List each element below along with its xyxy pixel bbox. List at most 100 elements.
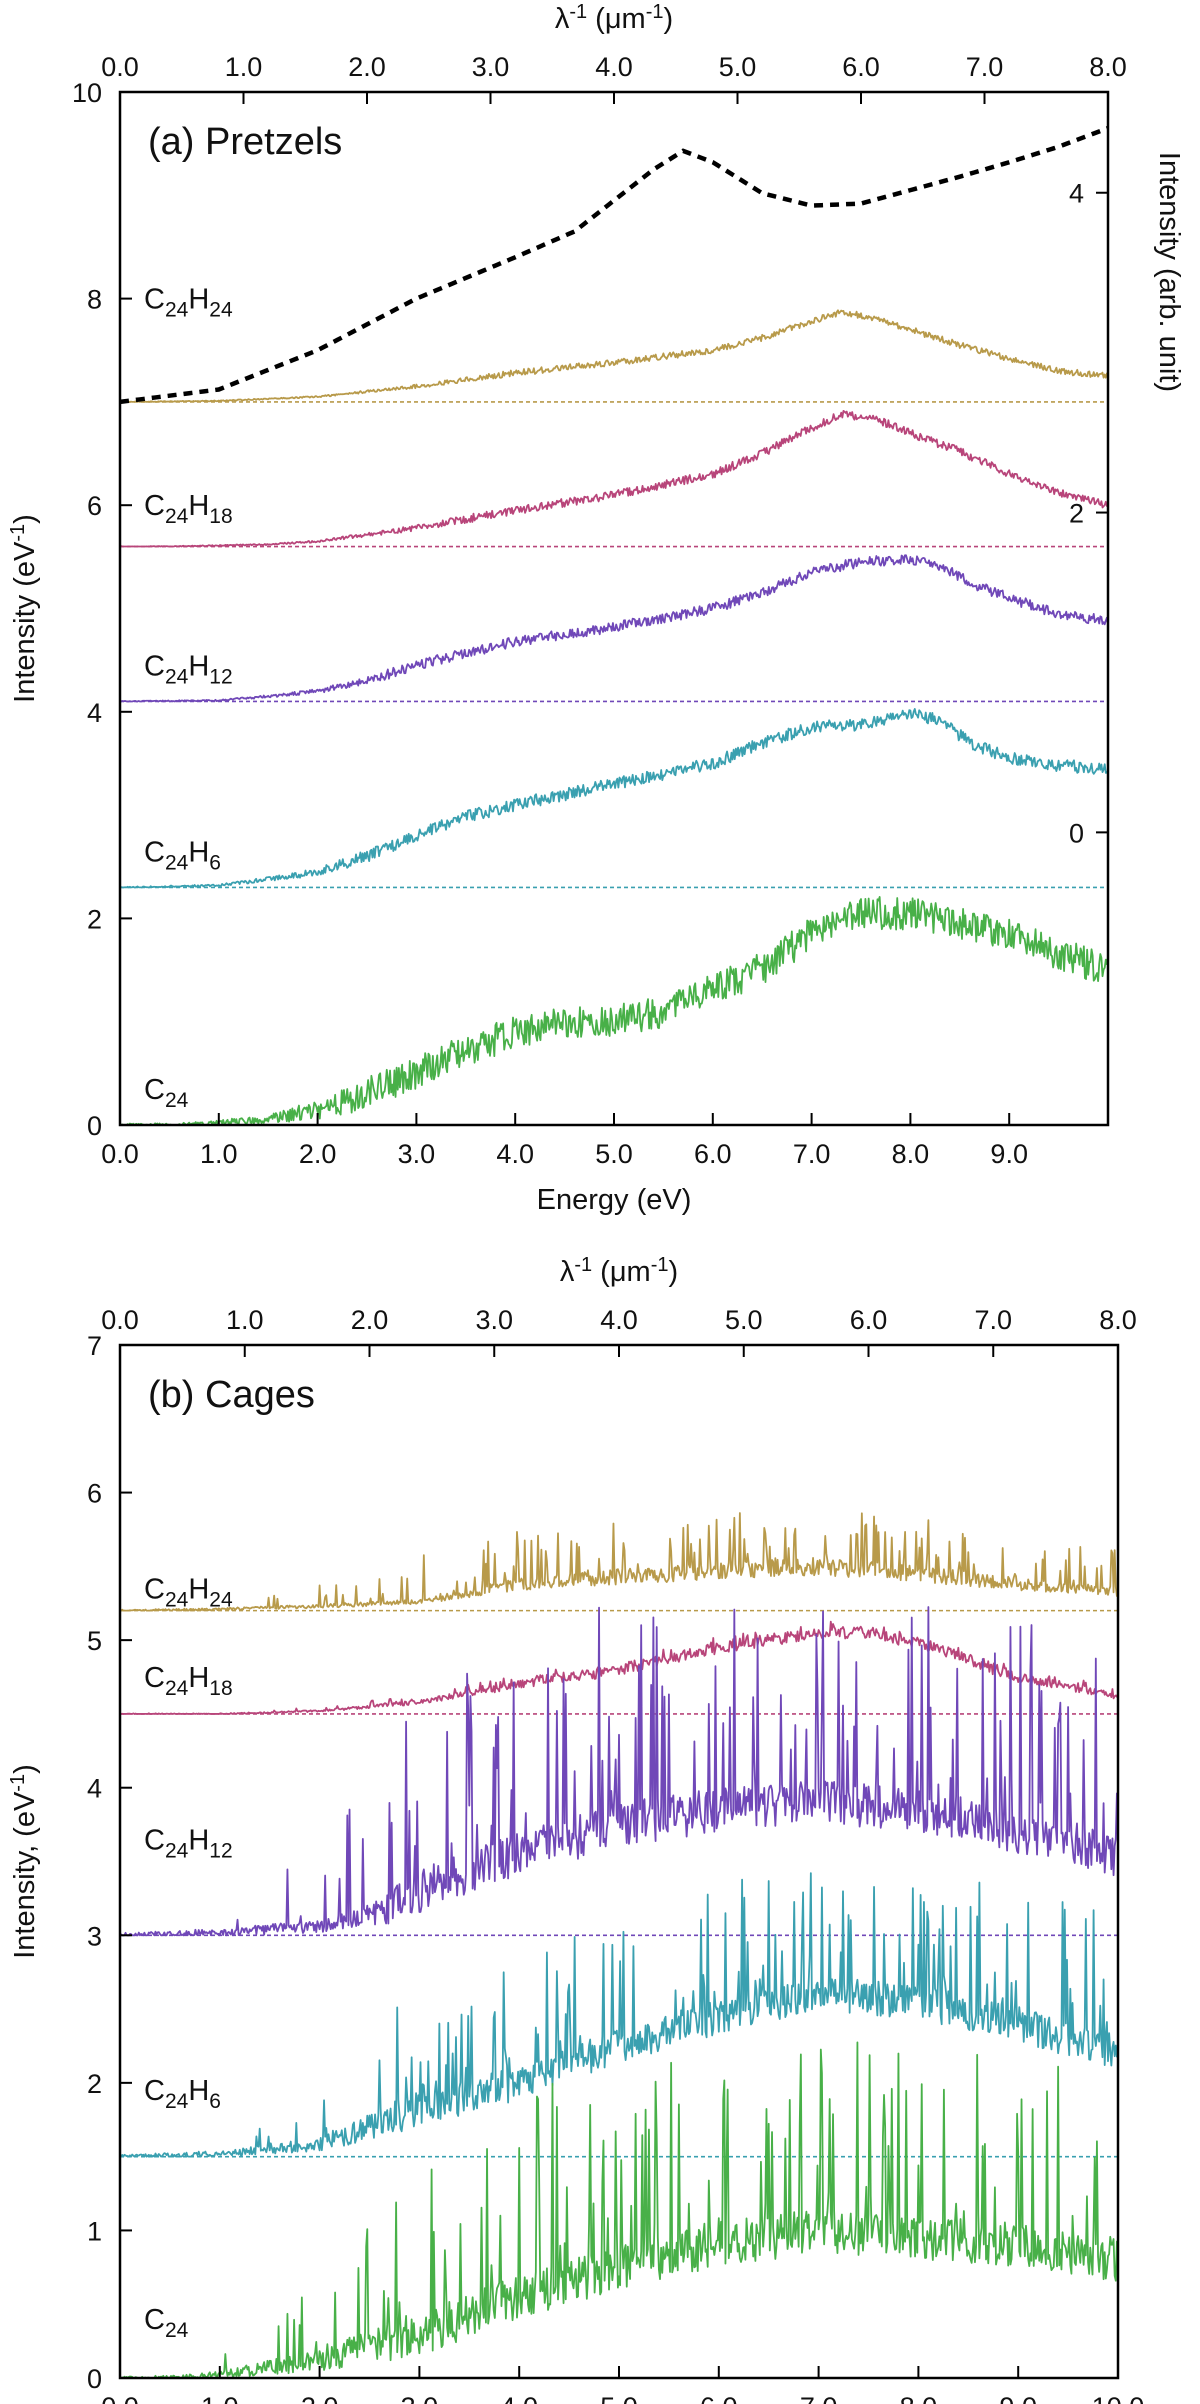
dashed-extinction-curve [119, 126, 1109, 405]
species-label-C24H24: C24H24 [144, 284, 233, 322]
species-label-C24: C24 [144, 2304, 189, 2342]
top-tick-label: 4.0 [600, 1305, 638, 1335]
panel-title: (a) Pretzels [148, 121, 342, 163]
top-tick-label: 0.0 [101, 1305, 139, 1335]
panel-title: (b) Cages [148, 1374, 315, 1416]
species-label-C24H24: C24H24 [144, 1573, 233, 1611]
x-tick-label: 5.0 [595, 1139, 633, 1169]
species-label-C24H6: C24H6 [144, 836, 221, 874]
top-tick-label: 8.0 [1089, 52, 1127, 82]
x-tick-label: 9.0 [999, 2392, 1037, 2404]
y-tick-label: 5 [87, 1626, 102, 1656]
y-tick-label: 4 [87, 698, 102, 728]
plot-area [119, 126, 1109, 1126]
top-axis: 0.0 1.0 2.0 3.0 4.0 5.0 6.0 7.0 8.0 [101, 52, 1127, 104]
y-tick-label: 4 [87, 1774, 102, 1804]
top-tick-label: 4.0 [595, 52, 633, 82]
y-tick-label: 0 [87, 2364, 102, 2394]
y-axis: 0 2 4 6 8 10 [72, 78, 132, 1141]
x-tick-label: 0.0 [101, 1139, 139, 1169]
species-label-C24H18: C24H18 [144, 490, 233, 528]
series-line-C24H12 [119, 554, 1109, 703]
series-line-C24 [119, 896, 1109, 1126]
right-tick-label: 2 [1069, 499, 1084, 529]
x-tick-label: 8.0 [892, 1139, 930, 1169]
x-tick-label: 4.0 [500, 2392, 538, 2404]
y-axis-title: Intensity (eV-1) [7, 514, 41, 703]
right-tick-label: 4 [1069, 179, 1084, 209]
top-tick-label: 5.0 [725, 1305, 763, 1335]
species-label-C24: C24 [144, 1074, 189, 1112]
x-tick-label: 7.0 [793, 1139, 831, 1169]
right-tick-label: 0 [1069, 818, 1084, 848]
series-line-C24H18 [119, 410, 1109, 548]
x-tick-label: 3.0 [401, 2392, 439, 2404]
x-tick-label: 2.0 [299, 1139, 337, 1169]
series-line-C24H6 [119, 708, 1109, 889]
x-tick-label: 9.0 [990, 1139, 1028, 1169]
x-tick-label: 0.0 [101, 2392, 139, 2404]
panel-a: 0.0 1.0 2.0 3.0 4.0 5.0 6.0 7.0 8.0 9.0 0.0 1.0 2.0 3… [7, 1, 1185, 1216]
y-tick-label: 1 [87, 2216, 102, 2246]
top-tick-label: 6.0 [842, 52, 880, 82]
y-tick-label: 2 [87, 904, 102, 934]
top-tick-label: 2.0 [351, 1305, 389, 1335]
top-tick-label: 1.0 [226, 1305, 264, 1335]
top-tick-label: 6.0 [850, 1305, 888, 1335]
series-line-C24H6 [120, 1872, 1119, 2158]
species-label-C24H18: C24H18 [144, 1662, 233, 1700]
y-tick-label: 0 [87, 1111, 102, 1141]
x-tick-label: 6.0 [694, 1139, 732, 1169]
y-tick-label: 8 [87, 285, 102, 315]
top-tick-label: 8.0 [1099, 1305, 1137, 1335]
x-tick-label: 6.0 [700, 2392, 738, 2404]
series-line-C24H24 [120, 1512, 1119, 1612]
top-axis: 0.0 1.0 2.0 3.0 4.0 5.0 6.0 7.0 8.0 [101, 1305, 1137, 1357]
top-tick-label: 5.0 [719, 52, 757, 82]
top-tick-label: 7.0 [974, 1305, 1012, 1335]
y-tick-label: 3 [87, 1921, 102, 1951]
top-axis-title: λ-1 (μm-1) [560, 1254, 678, 1288]
y-axis: 0 1 2 3 4 5 6 7 [87, 1331, 132, 2394]
series-line-C24H24 [120, 309, 1109, 403]
y-tick-label: 7 [87, 1331, 102, 1361]
top-tick-label: 7.0 [966, 52, 1004, 82]
top-tick-label: 1.0 [225, 52, 263, 82]
x-tick-label: 2.0 [301, 2392, 339, 2404]
series-line-C24 [120, 2041, 1119, 2379]
x-tick-label: 3.0 [398, 1139, 436, 1169]
series-line-C24H18 [120, 1620, 1119, 1715]
top-tick-label: 0.0 [101, 52, 139, 82]
right-axis-title: Intensity (arb. unit) [1153, 152, 1185, 392]
species-label-C24H12: C24H12 [144, 650, 233, 688]
plot-frame [118, 90, 1110, 1127]
x-axis-title: Energy (eV) [537, 1184, 692, 1216]
y-tick-label: 2 [87, 2069, 102, 2099]
top-tick-label: 2.0 [348, 52, 386, 82]
x-tick-label: 7.0 [800, 2392, 838, 2404]
right-axis: 0 2 4 Intensity (arb. unit) [1069, 152, 1185, 848]
species-label-C24H6: C24H6 [144, 2075, 221, 2113]
x-tick-label: 8.0 [900, 2392, 938, 2404]
top-tick-label: 3.0 [475, 1305, 513, 1335]
x-tick-label: 1.0 [201, 2392, 239, 2404]
x-axis: 0.0 1.0 2.0 3.0 4.0 5.0 6.0 7.0 8.0 9.0 10.0 [101, 2366, 1144, 2404]
x-tick-label: 5.0 [600, 2392, 638, 2404]
top-tick-label: 3.0 [472, 52, 510, 82]
y-tick-label: 10 [72, 78, 102, 108]
x-tick-label: 10.0 [1092, 2392, 1145, 2404]
x-axis: 0.0 1.0 2.0 3.0 4.0 5.0 6.0 7.0 8.0 9.0 [101, 1113, 1028, 1169]
x-tick-label: 4.0 [496, 1139, 534, 1169]
x-tick-label: 1.0 [200, 1139, 238, 1169]
top-axis-title: λ-1 (μm-1) [555, 1, 673, 35]
y-tick-label: 6 [87, 1479, 102, 1509]
plot-area [119, 1512, 1119, 2379]
y-axis-title: Intensity, (eV-1) [7, 1764, 41, 1959]
plot-frame [118, 1343, 1120, 2380]
y-tick-label: 6 [87, 491, 102, 521]
panel-b: 0.0 1.0 2.0 3.0 4.0 5.0 6.0 7.0 8.0 9.0 10.0 0.0 1.0… [7, 1254, 1144, 2404]
series-line-C24H12 [119, 1606, 1119, 1937]
species-label-C24H12: C24H12 [144, 1824, 233, 1862]
